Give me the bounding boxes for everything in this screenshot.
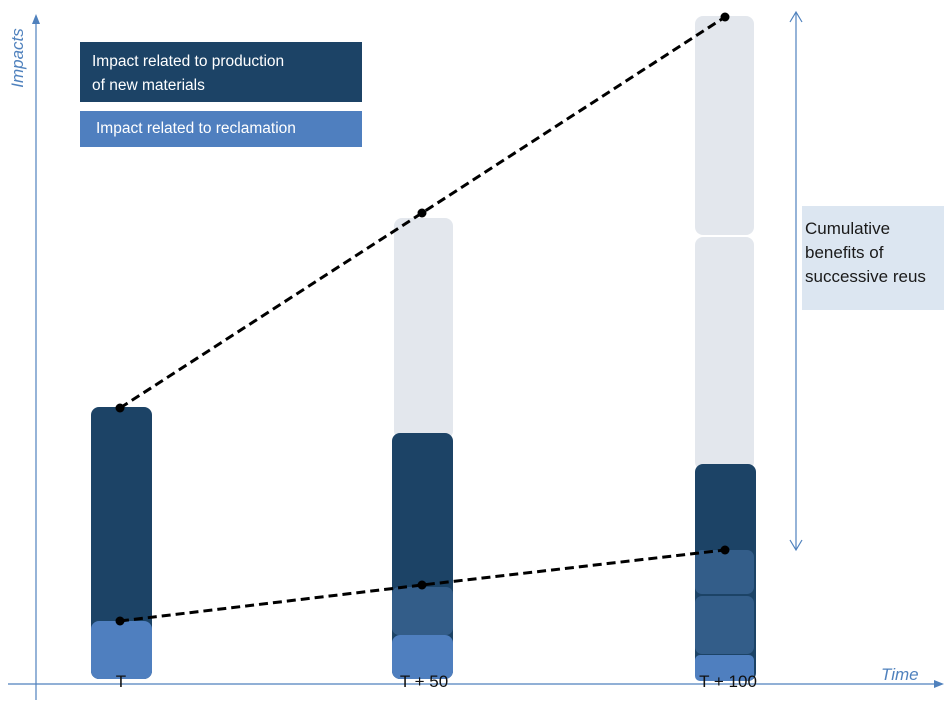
production-trend-line	[119, 15, 726, 410]
column-t	[91, 407, 152, 679]
legend-production: Impact related to production of new mate…	[80, 42, 362, 102]
reclamation-bar	[695, 655, 754, 681]
tick-label-t-100: T + 100	[699, 672, 757, 691]
avoided-production-block	[695, 16, 754, 235]
benefit-arrow-head-top	[789, 10, 803, 23]
production-bar	[91, 407, 152, 679]
axes	[8, 14, 944, 700]
trend-point	[720, 545, 730, 555]
past-reclamation-bar	[695, 596, 754, 654]
x-axis-title: Time	[881, 665, 919, 684]
trend-point	[417, 208, 427, 218]
legend-production-label: Impact related to production of new mate…	[92, 53, 285, 94]
trend-point	[115, 616, 125, 626]
column-t-50	[392, 218, 453, 679]
trend-point	[417, 580, 427, 590]
avoided-production-block	[695, 237, 754, 470]
legend-reclamation: Impact related to reclamation	[80, 111, 362, 147]
benefit-arrow-head-bottom	[789, 539, 803, 552]
trend-point	[720, 12, 730, 22]
column-t-100	[695, 16, 756, 681]
y-axis-arrow	[32, 14, 40, 24]
trend-point	[115, 403, 125, 413]
past-reclamation-bar	[392, 587, 453, 635]
y-axis-title: Impacts	[8, 28, 27, 88]
legend-reclamation-label: Impact related to reclamation	[96, 120, 296, 137]
tick-label-t: T	[115, 672, 127, 691]
trend-lines	[115, 12, 730, 626]
cumulative-benefits-note: Cumulative benefits of successive reus	[802, 206, 944, 310]
past-reclamation-bar	[695, 550, 754, 594]
tick-label-t-50: T + 50	[399, 672, 449, 691]
benefit-arrow	[789, 10, 803, 552]
reclamation-trend-line	[119, 548, 726, 623]
x-axis-arrow	[934, 680, 944, 688]
reclamation-bar	[392, 635, 453, 679]
reclamation-bar	[91, 621, 152, 679]
avoided-production-block	[394, 218, 453, 439]
